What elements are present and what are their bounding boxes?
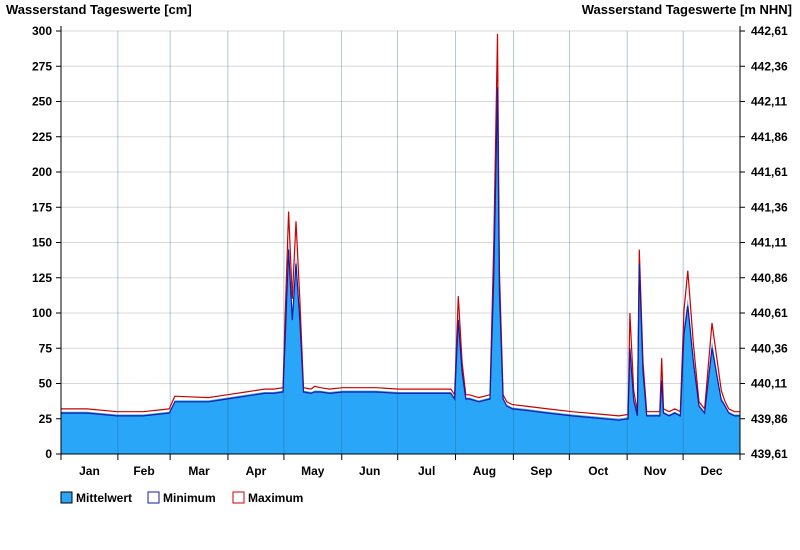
month-label: Dec [701,464,723,478]
month-label: Aug [473,464,496,478]
left-tick-label: 225 [32,130,52,144]
legend-swatch [232,491,245,504]
month-label: Sep [530,464,552,478]
left-tick-label: 200 [32,165,52,179]
right-tick-label: 440,61 [751,306,788,320]
right-tick-label: 442,36 [751,59,788,73]
left-tick-label: 250 [32,95,52,109]
legend-item: Maximum [232,491,303,505]
left-axis-title: Wasserstand Tageswerte [cm] [6,2,192,17]
month-label: Apr [246,464,267,478]
right-tick-label: 442,11 [751,95,787,109]
right-tick-label: 439,61 [751,447,788,461]
legend-item: Mittelwert [60,491,132,505]
right-tick-label: 441,11 [751,236,787,250]
left-tick-label: 25 [39,412,53,426]
month-label: Mar [188,464,210,478]
legend-swatch [147,491,160,504]
left-tick-label: 275 [32,59,52,73]
axes: 0 25 50 75 100 125 150 175 200 225 250 275 300 439,61… [32,24,788,478]
month-label: May [301,464,325,478]
legend-swatch [60,491,73,504]
legend-label: Mittelwert [76,491,132,505]
right-axis-title: Wasserstand Tageswerte [m NHN] [582,2,792,17]
left-tick-label: 300 [32,24,52,38]
month-label: Oct [588,464,608,478]
left-tick-label: 175 [32,200,52,214]
right-tick-label: 441,61 [751,165,788,179]
mean-area [61,80,740,455]
legend: Mittelwert Minimum Maximum [60,491,303,505]
legend-label: Maximum [248,491,303,505]
left-tick-label: 0 [45,447,52,461]
left-tick-label: 100 [32,306,52,320]
legend-label: Minimum [163,491,216,505]
month-label: Jul [418,464,435,478]
left-tick-label: 125 [32,271,52,285]
month-label: Jun [359,464,380,478]
left-tick-label: 75 [39,341,53,355]
legend-item: Minimum [147,491,216,505]
left-tick-label: 50 [39,377,53,391]
right-tick-label: 442,61 [751,24,788,38]
plot-area [61,31,740,455]
grid-lines [61,30,740,455]
left-tick-label: 150 [32,236,52,250]
right-tick-label: 440,11 [751,377,787,391]
month-label: Nov [644,464,667,478]
right-tick-label: 440,86 [751,271,788,285]
month-label: Jan [79,464,100,478]
minimum-line [61,87,740,421]
right-tick-label: 441,36 [751,200,788,214]
right-tick-label: 440,36 [751,341,788,355]
right-tick-label: 441,86 [751,130,788,144]
right-tick-label: 439,86 [751,412,788,426]
month-label: Feb [133,464,154,478]
